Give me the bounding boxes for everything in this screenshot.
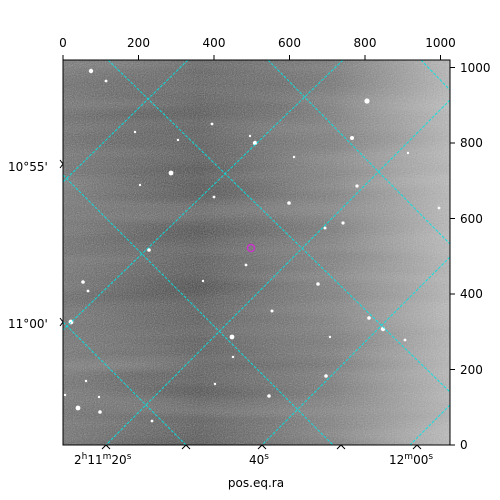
star [287,201,291,205]
star [350,136,354,140]
top-axis: 0 200 400 600 800 1000 [59,36,456,60]
grid-line [267,60,450,245]
star [324,374,328,378]
top-tick-600: 600 [278,36,301,50]
star [316,282,320,286]
star [252,140,258,146]
grid-line [107,60,450,393]
grid-line [105,99,450,445]
right-tick-400: 400 [460,287,483,301]
star [168,170,174,176]
coordinate-grid [63,60,450,445]
star [104,79,108,83]
grid-line [409,404,450,445]
grid-line [420,60,450,91]
star [138,183,142,187]
x-axis-title: pos.eq.ra [228,476,284,490]
star [63,393,67,397]
top-tick-400: 400 [203,36,226,50]
star [328,335,332,339]
right-tick-200: 200 [460,363,483,377]
star [81,280,85,284]
star [88,68,94,74]
star [147,248,151,252]
star [248,134,252,138]
star [97,395,101,399]
top-tick-0: 0 [59,36,67,50]
top-tick-1000: 1000 [425,36,456,50]
right-tick-600: 600 [460,212,483,226]
grid-line [63,60,344,331]
grid-line [261,256,450,445]
bottom-axis: 2h11m20s 40s 12m00s pos.eq.ra [74,444,433,490]
star [341,221,345,225]
top-tick-800: 800 [354,36,377,50]
star [98,410,102,414]
star [403,338,407,342]
right-axis: 0 200 400 600 800 1000 [450,61,491,452]
dec-tick-11-00: 11°00' [8,317,48,331]
grid-line [63,60,189,183]
plot-frame [62,59,451,446]
ra-tick-40s: 40s [249,452,269,467]
sky-image [63,60,450,445]
star [176,138,180,142]
star [292,155,296,159]
grid-line [63,174,334,445]
star [367,316,371,320]
ra-tick-12m00s: 12m00s [389,452,433,467]
grid-line [63,321,187,445]
star [364,98,370,104]
target-marker[interactable] [246,243,256,253]
dec-tick-10-55: 10°55' [8,160,48,174]
star [244,263,248,267]
star [270,309,274,313]
star [150,419,154,423]
right-tick-0: 0 [460,438,468,452]
star [229,334,235,340]
star [406,151,410,155]
star [355,184,359,188]
star [323,226,327,230]
star [212,195,216,199]
ra-tick-2h11m20s: 2h11m20s [74,452,132,467]
top-tick-200: 200 [127,36,150,50]
star [86,289,90,293]
star [437,206,441,210]
star [84,379,88,383]
left-axis: 10°55' 11°00' [8,159,64,331]
star [267,394,271,398]
star [133,130,137,134]
star [213,382,217,386]
star [210,122,214,126]
star [231,355,235,359]
right-tick-1000: 1000 [460,61,491,75]
star [75,405,81,411]
star [201,279,205,283]
right-tick-800: 800 [460,136,483,150]
